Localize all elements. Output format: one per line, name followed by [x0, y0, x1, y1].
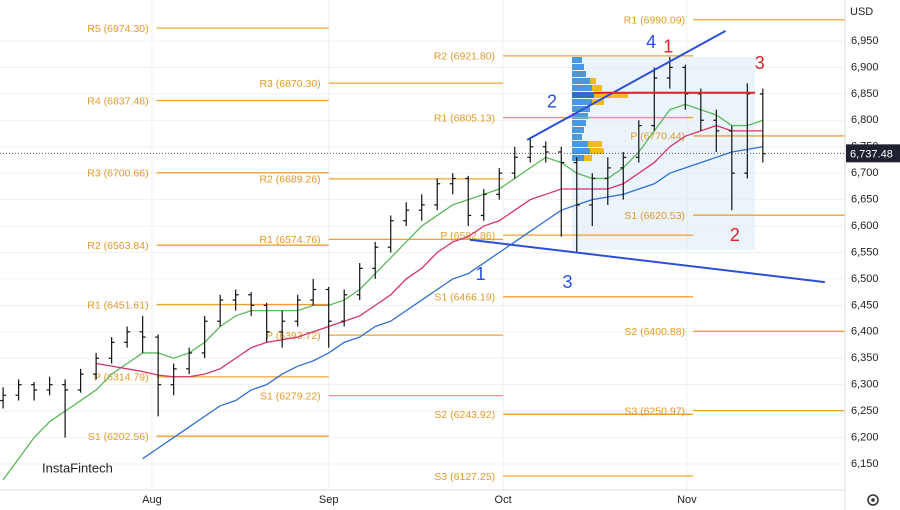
pivot-label: P (6314.79): [94, 372, 149, 384]
pivot-label: S2 (6400.88): [624, 326, 685, 338]
profile-bar: [572, 64, 584, 70]
pivot-label: R2 (6563.84): [87, 240, 148, 252]
pivot-label: S1 (6466.19): [434, 292, 495, 304]
trendline: [469, 238, 825, 284]
ma-line: [142, 146, 763, 460]
annotation: 2: [547, 92, 557, 112]
profile-bar: [572, 106, 590, 112]
pivot-label: R3 (6700.66): [87, 168, 148, 180]
annotation: 3: [562, 272, 572, 292]
pivot-label: R3 (6870.30): [259, 78, 320, 90]
profile-bar: [572, 71, 586, 77]
x-tick-label: Nov: [677, 494, 697, 506]
gear-center[interactable]: [871, 498, 875, 502]
y-tick-label: 6,500: [851, 273, 879, 285]
y-tick-label: 6,650: [851, 194, 879, 206]
pivot-label: S3 (6250.97): [624, 405, 685, 417]
pivot-label: R1 (6805.13): [434, 112, 495, 124]
pivot-label: S1 (6620.53): [624, 210, 685, 222]
profile-bar: [572, 78, 590, 84]
y-tick-label: 6,800: [851, 114, 879, 126]
y-tick-label: 6,150: [851, 458, 879, 470]
profile-bar: [590, 148, 604, 154]
annotation: 4: [646, 32, 656, 52]
gear[interactable]: [867, 494, 879, 506]
last-price-box: [846, 144, 900, 163]
pivot-label: R1 (6451.61): [87, 299, 148, 311]
pivot-label: S1 (6279.22): [260, 390, 321, 402]
pivot-label: R2 (6689.26): [259, 174, 320, 186]
annotation: 3: [755, 53, 765, 73]
pivot-label: R2 (6921.80): [434, 51, 495, 63]
profile-bar: [572, 92, 594, 98]
pivot-label: R4 (6837.48): [87, 95, 148, 107]
last-price-label: 6,737.48: [850, 148, 893, 160]
profile-bar: [572, 57, 582, 63]
pivot-label: R1 (6574.76): [259, 234, 320, 246]
pivot-label: S2 (6243.92): [434, 409, 495, 421]
y-tick-label: 6,550: [851, 246, 879, 258]
pivot-label: S3 (6127.25): [434, 471, 495, 483]
profile-bar: [588, 141, 602, 147]
profile-bar: [584, 155, 592, 161]
annotation: 1: [476, 264, 486, 284]
y-tick-label: 6,200: [851, 431, 879, 443]
pivot-label: P (6770.44): [630, 131, 685, 143]
y-tick-label: 6,400: [851, 326, 879, 338]
y-tick-label: 6,850: [851, 88, 879, 100]
profile-bar: [572, 99, 592, 105]
pivot-label: P (6393.72): [266, 330, 321, 342]
profile-bar: [594, 92, 628, 98]
plot: R5 (6974.30) R4 (6837.48) R3 (6700.66) R2 (…: [0, 15, 845, 483]
y-tick-label: 6,250: [851, 405, 879, 417]
profile-bar: [592, 85, 602, 91]
pivot-label: R1 (6990.09): [624, 15, 685, 27]
y-tick-label: 6,450: [851, 299, 879, 311]
currency: USD: [850, 6, 873, 18]
annotation: 2: [730, 225, 740, 245]
pivot-label: R5 (6974.30): [87, 23, 148, 35]
profile-bar: [590, 78, 596, 84]
y-tick-label: 6,350: [851, 352, 879, 364]
y-tick-label: 6,700: [851, 167, 879, 179]
ma-line: [96, 124, 763, 378]
profile-bar: [572, 155, 584, 161]
y-tick-label: 6,900: [851, 61, 879, 73]
profile-bar: [572, 113, 588, 119]
x-tick-label: Oct: [495, 494, 512, 506]
profile-bar: [572, 148, 590, 154]
profile-bar: [572, 120, 586, 126]
settings-icon[interactable]: [867, 494, 879, 506]
profile-bar: [572, 85, 592, 91]
watermark: InstaFintech: [42, 460, 113, 475]
x-tick-label: Sep: [319, 494, 339, 506]
pivot-label: P (6582.86): [440, 230, 495, 242]
annotation: 1: [663, 37, 673, 57]
y-tick-label: 6,300: [851, 379, 879, 391]
y-tick-label: 6,950: [851, 35, 879, 47]
profile-bar: [572, 141, 588, 147]
profile-bar: [572, 134, 582, 140]
y-tick-label: 6,600: [851, 220, 879, 232]
pivot-label: S1 (6202.56): [88, 431, 149, 443]
x-tick-label: Aug: [142, 494, 162, 506]
profile-bar: [572, 127, 584, 133]
ma-line: [2, 103, 764, 481]
trendline: [526, 30, 727, 141]
